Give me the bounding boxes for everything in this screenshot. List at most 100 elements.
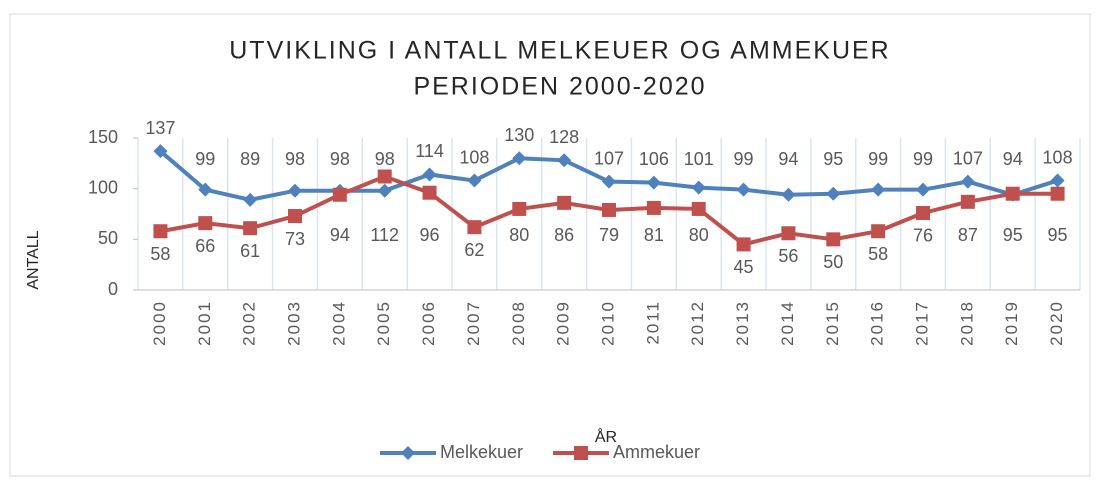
x-tick-label: 2010 <box>598 300 617 346</box>
y-axis-label: ANTALL <box>25 230 42 289</box>
marker <box>153 144 168 159</box>
marker <box>153 224 168 239</box>
data-label: 66 <box>195 236 215 256</box>
data-label: 114 <box>415 141 444 161</box>
x-tick-label: 2011 <box>643 300 662 345</box>
marker <box>198 182 213 197</box>
marker <box>1005 186 1020 201</box>
x-tick-label: 2000 <box>150 300 169 346</box>
marker <box>781 187 796 202</box>
data-label: 86 <box>554 225 574 245</box>
data-label: 80 <box>689 225 709 245</box>
data-label: 79 <box>599 225 619 245</box>
data-label: 58 <box>150 244 170 264</box>
data-label: 80 <box>509 225 529 245</box>
x-axis-label: ÅR <box>595 427 617 446</box>
x-tick-label: 2014 <box>778 300 797 346</box>
marker <box>916 205 930 220</box>
data-label: 99 <box>734 149 754 169</box>
marker <box>557 195 572 210</box>
marker <box>557 153 572 168</box>
x-tick-label: 2017 <box>912 300 931 346</box>
marker <box>960 194 975 209</box>
marker <box>736 182 751 197</box>
data-label: 108 <box>1043 147 1073 167</box>
marker <box>781 226 796 241</box>
x-tick-label: 2016 <box>868 300 887 346</box>
data-label: 94 <box>330 225 350 245</box>
x-tick-label: 2007 <box>464 300 483 346</box>
data-label: 98 <box>375 149 395 169</box>
data-label: 58 <box>868 244 888 264</box>
marker <box>422 167 437 182</box>
data-label: 106 <box>639 149 669 169</box>
x-tick-label: 2013 <box>733 300 752 346</box>
marker <box>826 232 841 247</box>
marker <box>198 216 213 231</box>
y-tick-label: 100 <box>88 177 118 197</box>
marker <box>288 183 302 198</box>
x-tick-label: 2012 <box>688 300 707 346</box>
x-tick-label: 2009 <box>554 300 573 346</box>
marker <box>602 202 616 217</box>
x-tick-label: 2001 <box>195 300 214 346</box>
data-label: 56 <box>778 246 798 266</box>
marker <box>1050 186 1065 201</box>
chart-title: PERIODEN 2000-2020 <box>413 73 706 101</box>
x-tick-label: 2003 <box>284 300 303 346</box>
data-label: 76 <box>913 226 933 246</box>
marker <box>736 237 751 252</box>
marker <box>467 173 482 188</box>
data-label: 101 <box>684 149 714 169</box>
data-label: 112 <box>370 225 399 245</box>
marker <box>288 209 302 224</box>
legend-label: Ammekuer <box>613 442 700 462</box>
marker <box>422 185 437 200</box>
marker <box>512 201 527 216</box>
data-label: 62 <box>464 240 484 260</box>
marker <box>960 174 975 189</box>
x-tick-label: 2008 <box>509 300 528 346</box>
data-label: 81 <box>644 225 664 245</box>
legend-label: Melkekuer <box>440 442 523 462</box>
data-label: 61 <box>240 241 260 261</box>
data-label: 107 <box>953 148 983 168</box>
data-label: 73 <box>285 229 305 249</box>
marker <box>871 182 886 197</box>
x-tick-label: 2005 <box>374 300 393 346</box>
marker <box>377 169 392 184</box>
y-tick-label: 0 <box>108 279 118 299</box>
y-tick-label: 150 <box>88 127 118 147</box>
marker <box>401 446 415 460</box>
marker <box>691 180 706 195</box>
x-tick-label: 2004 <box>329 300 348 346</box>
marker <box>826 186 841 201</box>
data-label: 99 <box>913 149 933 169</box>
y-tick-label: 50 <box>98 228 118 248</box>
x-tick-label: 2018 <box>957 300 976 346</box>
marker <box>691 201 706 216</box>
data-label: 98 <box>330 149 350 169</box>
data-label: 94 <box>1003 149 1023 169</box>
marker <box>1050 173 1065 188</box>
x-tick-label: 2020 <box>1047 300 1066 346</box>
marker <box>377 183 392 198</box>
data-label: 137 <box>145 118 175 138</box>
data-label: 45 <box>734 257 754 277</box>
data-label: 130 <box>504 125 534 145</box>
marker <box>512 151 527 166</box>
data-label: 108 <box>459 147 489 167</box>
chart-title: UTVIKLING I ANTALL MELKEUER OG AMMEKUER <box>229 37 890 65</box>
data-label: 95 <box>1003 225 1023 245</box>
data-label: 99 <box>195 149 215 169</box>
data-label: 87 <box>958 225 978 245</box>
data-label: 95 <box>823 149 843 169</box>
marker <box>243 221 258 236</box>
x-tick-label: 2002 <box>240 300 259 346</box>
x-tick-label: 2006 <box>419 300 438 346</box>
data-label: 94 <box>778 149 798 169</box>
marker <box>332 187 347 202</box>
data-label: 96 <box>420 225 440 245</box>
marker <box>871 224 886 239</box>
